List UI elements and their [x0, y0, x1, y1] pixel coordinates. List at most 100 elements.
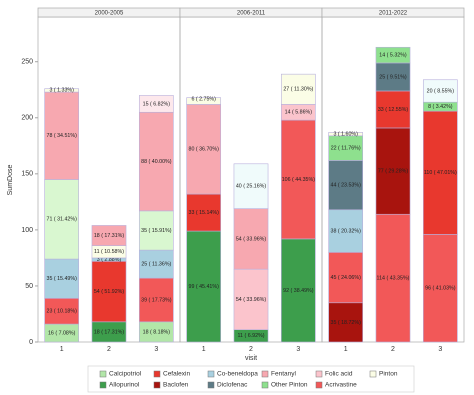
y-tick-label: 200 — [21, 115, 33, 122]
bar-segment — [186, 97, 222, 105]
bar-segment — [422, 234, 458, 343]
data-label: 14 ( 5.86%) — [285, 110, 313, 116]
legend-swatch — [315, 381, 323, 389]
bar-segment — [233, 163, 269, 209]
data-label: 96 ( 41.03%) — [425, 286, 456, 292]
bar-segment — [328, 252, 364, 304]
data-label: 45 ( 24.06%) — [331, 275, 362, 281]
bar-segment — [328, 132, 364, 137]
bar-segment — [422, 79, 458, 103]
data-label: 3 ( 2.88%) — [97, 257, 122, 263]
bar-segment — [186, 230, 222, 343]
bar-segment — [280, 238, 316, 343]
bar-segment — [138, 210, 174, 251]
data-label: 106 ( 44.35%) — [282, 177, 316, 183]
data-label: 77 ( 29.28%) — [378, 169, 409, 175]
x-tick-label: 2 — [249, 346, 253, 353]
y-tick-label: 100 — [21, 227, 33, 234]
bar-segment — [186, 193, 222, 232]
legend-swatch — [99, 381, 107, 389]
bar-segment — [375, 127, 411, 215]
x-tick-label: 2 — [107, 346, 111, 353]
legend-label: Fentanyl — [271, 371, 296, 378]
data-label: 92 ( 38.49%) — [283, 288, 314, 294]
y-axis-title: SumDose — [7, 165, 14, 196]
data-label: 38 ( 20.32%) — [331, 228, 362, 234]
legend-swatch — [369, 370, 377, 378]
data-label: 22 ( 11.76%) — [331, 146, 361, 152]
data-label: 71 ( 31.42%) — [47, 217, 78, 223]
bar-segment — [44, 88, 80, 93]
bar-segment — [280, 73, 316, 105]
bar-segment — [328, 135, 364, 161]
panel-title: 2000-2005 — [95, 11, 124, 17]
data-label: 3 ( 1.60%) — [333, 131, 358, 137]
data-label: 54 ( 51.92%) — [94, 289, 125, 295]
legend-swatch — [153, 370, 161, 378]
data-label: 3 ( 1.33%) — [49, 88, 74, 94]
bar-segment — [138, 249, 174, 279]
bar-segment — [44, 179, 80, 260]
legend-label: Co-beneldopa — [217, 371, 258, 378]
data-label: 23 ( 10.18%) — [47, 309, 78, 315]
legend-swatch — [207, 370, 215, 378]
x-tick-label: 3 — [154, 346, 158, 353]
data-label: 18 ( 8.18%) — [143, 329, 171, 335]
legend-label: Allopurinol — [109, 382, 140, 389]
data-label: 16 ( 7.08%) — [48, 330, 76, 336]
legend-swatch — [315, 370, 323, 378]
legend-swatch — [261, 381, 269, 389]
data-label: 114 ( 43.35%) — [377, 276, 410, 282]
data-label: 78 ( 34.51%) — [47, 133, 78, 139]
bar-segment — [328, 209, 364, 253]
data-label: 11 ( 10.58%) — [94, 249, 124, 255]
data-label: 27 ( 11.30%) — [283, 87, 313, 93]
legend-label: Diclofenac — [217, 382, 248, 389]
x-tick-label: 2 — [391, 346, 395, 353]
data-label: 110 ( 47.01%) — [424, 170, 457, 176]
legend-swatch — [207, 381, 215, 389]
legend-label: Other Pinton — [271, 382, 308, 389]
bar-segment — [91, 261, 127, 323]
bar-segment — [138, 95, 174, 113]
legend-swatch — [153, 381, 161, 389]
x-tick-label: 1 — [60, 346, 64, 353]
bar-segment — [91, 225, 127, 246]
data-label: 54 ( 33.96%) — [236, 297, 267, 303]
bar-segment — [375, 62, 411, 92]
legend-label: Acrivastine — [325, 382, 357, 389]
legend-swatch — [261, 370, 269, 378]
data-label: 8 ( 3.42%) — [428, 104, 453, 110]
legend-label: Cefalexin — [163, 371, 190, 378]
data-label: 33 ( 12.55%) — [378, 107, 409, 113]
bar-segment — [328, 302, 364, 343]
bar-segment — [280, 119, 316, 240]
data-label: 35 ( 15.91%) — [141, 228, 172, 234]
legend-label: Calcipotriol — [109, 371, 142, 378]
data-label: 20 ( 8.55%) — [427, 88, 455, 94]
data-label: 25 ( 11.36%) — [141, 262, 171, 268]
bar-segment — [186, 104, 222, 195]
legend-label: Baclofen — [163, 382, 189, 389]
y-tick-label: 0 — [29, 339, 33, 346]
y-tick-label: 50 — [25, 283, 33, 290]
bar-segment — [375, 90, 411, 129]
x-tick-label: 3 — [296, 346, 300, 353]
data-label: 6 ( 2.75%) — [191, 97, 216, 103]
legend-swatch — [99, 370, 107, 378]
panel-title: 2011-2022 — [379, 11, 408, 17]
data-label: 88 ( 40.00%) — [141, 159, 172, 165]
x-tick-label: 3 — [438, 346, 442, 353]
data-label: 15 ( 6.82%) — [143, 101, 171, 107]
data-label: 11 ( 6.92%) — [238, 333, 265, 339]
data-label: 99 ( 45.41%) — [189, 284, 220, 290]
bar-segment — [233, 208, 269, 270]
data-label: 80 ( 36.70%) — [189, 147, 220, 153]
data-label: 54 ( 33.96%) — [236, 236, 267, 242]
panel-title: 2006-2011 — [237, 11, 266, 17]
data-label: 35 ( 15.49%) — [47, 276, 78, 282]
x-tick-label: 1 — [344, 346, 348, 353]
y-tick-label: 250 — [21, 59, 33, 66]
panel-header — [321, 7, 465, 18]
